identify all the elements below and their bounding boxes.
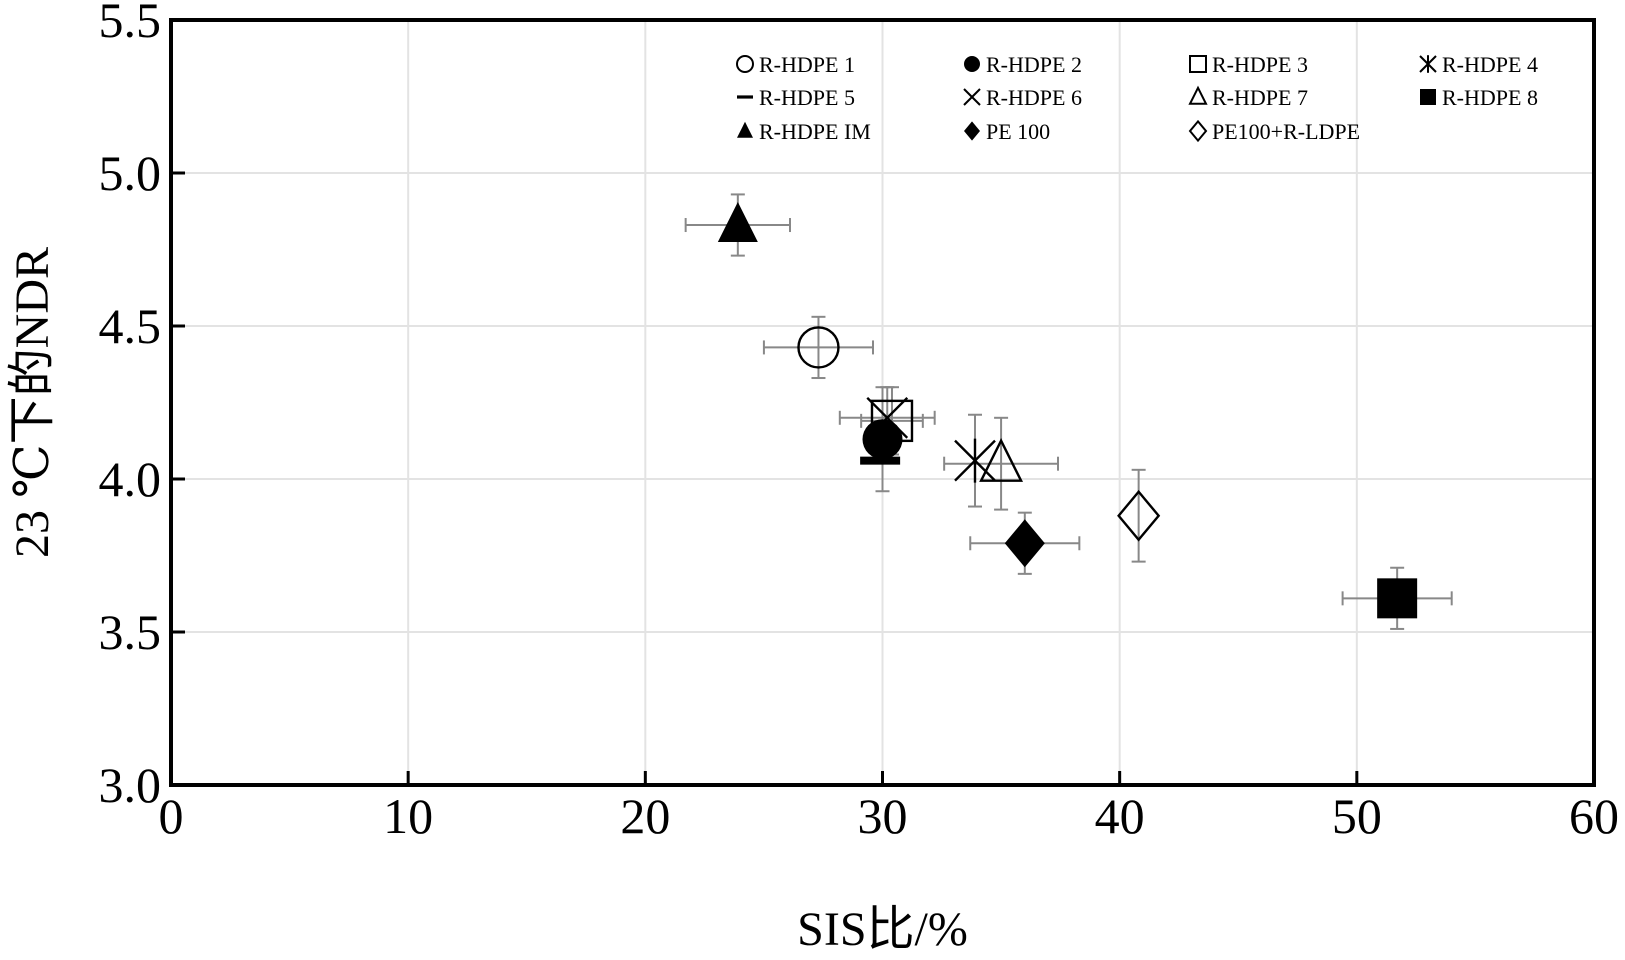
legend-marker — [1188, 85, 1208, 105]
data-point — [979, 438, 1024, 482]
legend-label: R-HDPE 1 — [759, 52, 855, 77]
y-tick-label: 5.5 — [99, 0, 162, 48]
legend-marker — [1420, 89, 1436, 105]
legend-label: R-HDPE 4 — [1442, 52, 1538, 77]
x-tick-label: 40 — [1095, 788, 1145, 844]
data-markers — [717, 202, 1418, 619]
legend-marker — [964, 56, 980, 72]
legend-label: R-HDPE 8 — [1442, 85, 1538, 110]
axis-ticks: 0 10 20 30 40 50 60 3.0 3.5 4.0 4.5 5.0 5.5 — [99, 0, 1620, 844]
x-tick-label: 20 — [620, 788, 670, 844]
x-tick-label: 10 — [383, 788, 433, 844]
y-tick-label: 3.5 — [99, 604, 162, 660]
error-bars — [684, 193, 1453, 630]
legend-label: R-HDPE 2 — [986, 52, 1082, 77]
data-point — [717, 202, 758, 243]
x-tick-label: 0 — [159, 788, 184, 844]
legend-label: PE100+R-LDPE — [1212, 119, 1360, 144]
y-tick-label: 4.5 — [99, 298, 162, 354]
legend-marker — [964, 121, 980, 141]
x-tick-label: 30 — [858, 788, 908, 844]
x-tick-label: 60 — [1569, 788, 1619, 844]
data-point — [870, 399, 914, 443]
y-axis-title: 23 ℃下的NDR — [6, 247, 59, 558]
legend-label: PE 100 — [986, 119, 1050, 144]
legend-marker — [1419, 55, 1437, 73]
legend-marker — [737, 95, 753, 99]
legend-label: R-HDPE 3 — [1212, 52, 1308, 77]
data-point — [797, 326, 840, 369]
legend-marker — [1188, 119, 1208, 143]
legend: R-HDPE 1 R-HDPE 2 R-HDPE 3 R-HDPE 4 R-HDPE 5… — [736, 52, 1538, 144]
data-point — [1377, 578, 1418, 619]
legend-marker — [737, 121, 753, 138]
x-axis-title: SIS比/% — [797, 903, 968, 956]
legend-marker — [736, 55, 754, 73]
y-tick-label: 3.0 — [99, 757, 162, 813]
legend-label: R-HDPE 5 — [759, 85, 855, 110]
y-tick-label: 5.0 — [99, 145, 162, 201]
y-tick-label: 4.0 — [99, 451, 162, 507]
data-point — [954, 438, 996, 483]
legend-label: R-HDPE 6 — [986, 85, 1082, 110]
legend-marker — [1189, 55, 1207, 73]
data-point — [1117, 489, 1161, 542]
legend-label: R-HDPE 7 — [1212, 85, 1308, 110]
legend-label: R-HDPE IM — [759, 119, 871, 144]
legend-marker — [963, 88, 981, 106]
data-point — [866, 396, 909, 439]
data-point — [860, 456, 901, 465]
data-point — [862, 419, 903, 460]
x-tick-label: 50 — [1332, 788, 1382, 844]
data-point — [1004, 519, 1045, 568]
